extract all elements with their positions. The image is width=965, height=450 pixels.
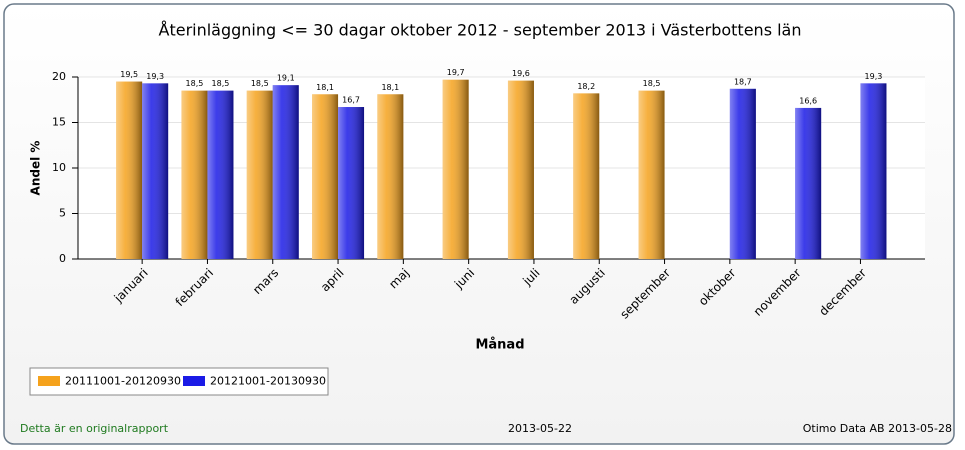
legend [29, 367, 329, 396]
bar-shade [638, 90, 665, 260]
data-label: 19,6 [512, 69, 530, 78]
data-label: 18,5 [251, 79, 269, 88]
bar-shade [377, 94, 404, 259]
bar-shade [338, 107, 365, 259]
bar-shade [142, 83, 169, 260]
data-label: 16,6 [799, 96, 817, 105]
y-tick-label: 0 [59, 252, 66, 265]
footer-right: Otimo Data AB 2013-05-28 [803, 422, 952, 435]
bar-shade [442, 79, 469, 259]
data-label: 19,3 [865, 72, 883, 81]
data-label: 18,1 [316, 83, 334, 92]
bar-shade [272, 85, 299, 259]
y-tick-label: 15 [52, 116, 66, 129]
y-tick-label: 5 [59, 207, 66, 220]
data-label: 19,5 [120, 70, 138, 79]
bar-shade [507, 80, 534, 259]
footer-center: 2013-05-22 [508, 422, 572, 435]
data-label: 19,7 [447, 68, 465, 77]
bar-shade [246, 90, 273, 260]
bar-shade [729, 88, 756, 259]
legend-label: 20121001-20130930 [210, 375, 326, 388]
footer-left: Detta är en originalrapport [20, 422, 169, 435]
y-tick-label: 10 [52, 161, 66, 174]
bar-shade [795, 107, 822, 259]
data-label: 18,5 [212, 79, 230, 88]
data-label: 18,1 [381, 83, 399, 92]
chart-title: Återinläggning <= 30 dagar oktober 2012 … [159, 21, 802, 40]
data-label: 19,3 [146, 72, 164, 81]
legend-swatch [38, 376, 60, 386]
data-label: 18,2 [577, 82, 595, 91]
bar-shade [312, 94, 339, 259]
bar-shade [207, 90, 234, 260]
bar-shade [181, 90, 208, 260]
data-label: 16,7 [342, 96, 360, 105]
bar-shade [116, 81, 143, 259]
data-label: 19,1 [277, 74, 295, 83]
bar-shade [860, 83, 887, 260]
legend-swatch [183, 376, 205, 386]
data-label: 18,5 [186, 79, 204, 88]
x-axis-label: Månad [475, 338, 524, 353]
y-axis-label: Andel % [29, 141, 43, 196]
data-label: 18,7 [734, 77, 752, 86]
data-label: 18,5 [643, 79, 661, 88]
legend-label: 20111001-20120930 [65, 375, 181, 388]
y-tick-label: 20 [52, 70, 66, 83]
bar-shade [573, 93, 600, 259]
